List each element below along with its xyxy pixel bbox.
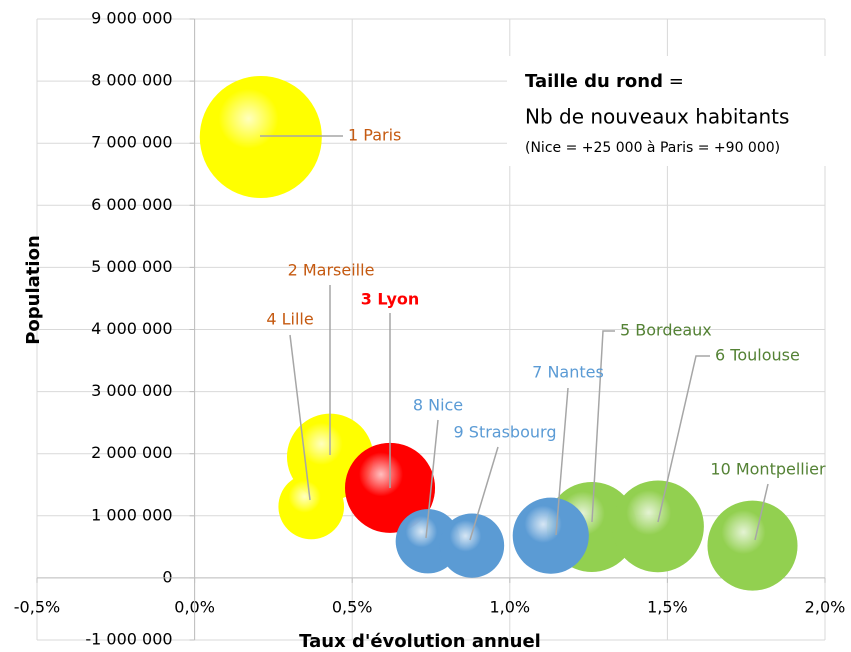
y-tick-label: 8 000 000 (91, 71, 172, 90)
data-label: 3 Lyon (361, 290, 420, 309)
annotation-bold: Taille du rond (525, 71, 663, 92)
y-tick-label: 1 000 000 (91, 505, 172, 524)
y-tick-label: -1 000 000 (85, 630, 172, 649)
x-axis-title: Taux d'évolution annuel (299, 631, 541, 652)
bubble (512, 497, 589, 574)
annotation-line2: Nb de nouveaux habitants (525, 105, 789, 129)
axes: -1 000 000 0 1 000 000 2 000 000 3 000 000 4 … (14, 9, 846, 649)
data-label: 1 Paris (348, 126, 401, 145)
bubble (439, 513, 505, 578)
bubble (278, 473, 345, 540)
y-tick-label: 0 (162, 567, 172, 586)
leader-line (657, 355, 710, 523)
data-label: 5 Bordeaux (620, 321, 712, 340)
data-labels: 1 Paris 2 Marseille 3 Lyon 4 Lille 5 Bordeau… (260, 126, 826, 541)
data-label: 7 Nantes (532, 363, 604, 382)
y-tick-label: 7 000 000 (91, 133, 172, 152)
y-tick-label: 3 000 000 (91, 381, 172, 400)
leader-line (469, 446, 499, 541)
annotation-sep: = (663, 71, 684, 92)
leader-line (425, 419, 439, 539)
data-label: 6 Toulouse (715, 346, 800, 365)
y-tick-label: 6 000 000 (91, 195, 172, 214)
annotation-line1: Taille du rond = (525, 71, 684, 92)
data-label: 8 Nice (413, 396, 463, 415)
leader-line (591, 330, 615, 523)
data-label: 10 Montpellier (710, 460, 826, 479)
x-tick-label: -0,5% (14, 597, 60, 616)
data-label: 2 Marseille (288, 261, 375, 280)
x-tick-label: 1,5% (647, 597, 688, 616)
y-tick-label: 2 000 000 (91, 443, 172, 462)
x-tick-label: 1,0% (489, 597, 530, 616)
y-tick-label: 5 000 000 (91, 257, 172, 276)
annotation-box (507, 56, 830, 166)
annotation-line3: (Nice = +25 000 à Paris = +90 000) (525, 140, 780, 156)
y-tick-label: 4 000 000 (91, 319, 172, 338)
data-label: 9 Strasbourg (454, 423, 557, 442)
y-tick-label: 9 000 000 (91, 9, 172, 28)
bubble (199, 75, 322, 198)
y-axis-title: Population (23, 235, 44, 345)
data-label: 4 Lille (266, 310, 313, 329)
bubble (612, 480, 704, 573)
leader-line (754, 483, 769, 541)
leader-line (555, 387, 569, 536)
bubble (707, 500, 798, 591)
x-tick-label: 2,0% (805, 597, 846, 616)
leader-line (289, 334, 311, 501)
x-tick-label: 0,5% (332, 597, 373, 616)
